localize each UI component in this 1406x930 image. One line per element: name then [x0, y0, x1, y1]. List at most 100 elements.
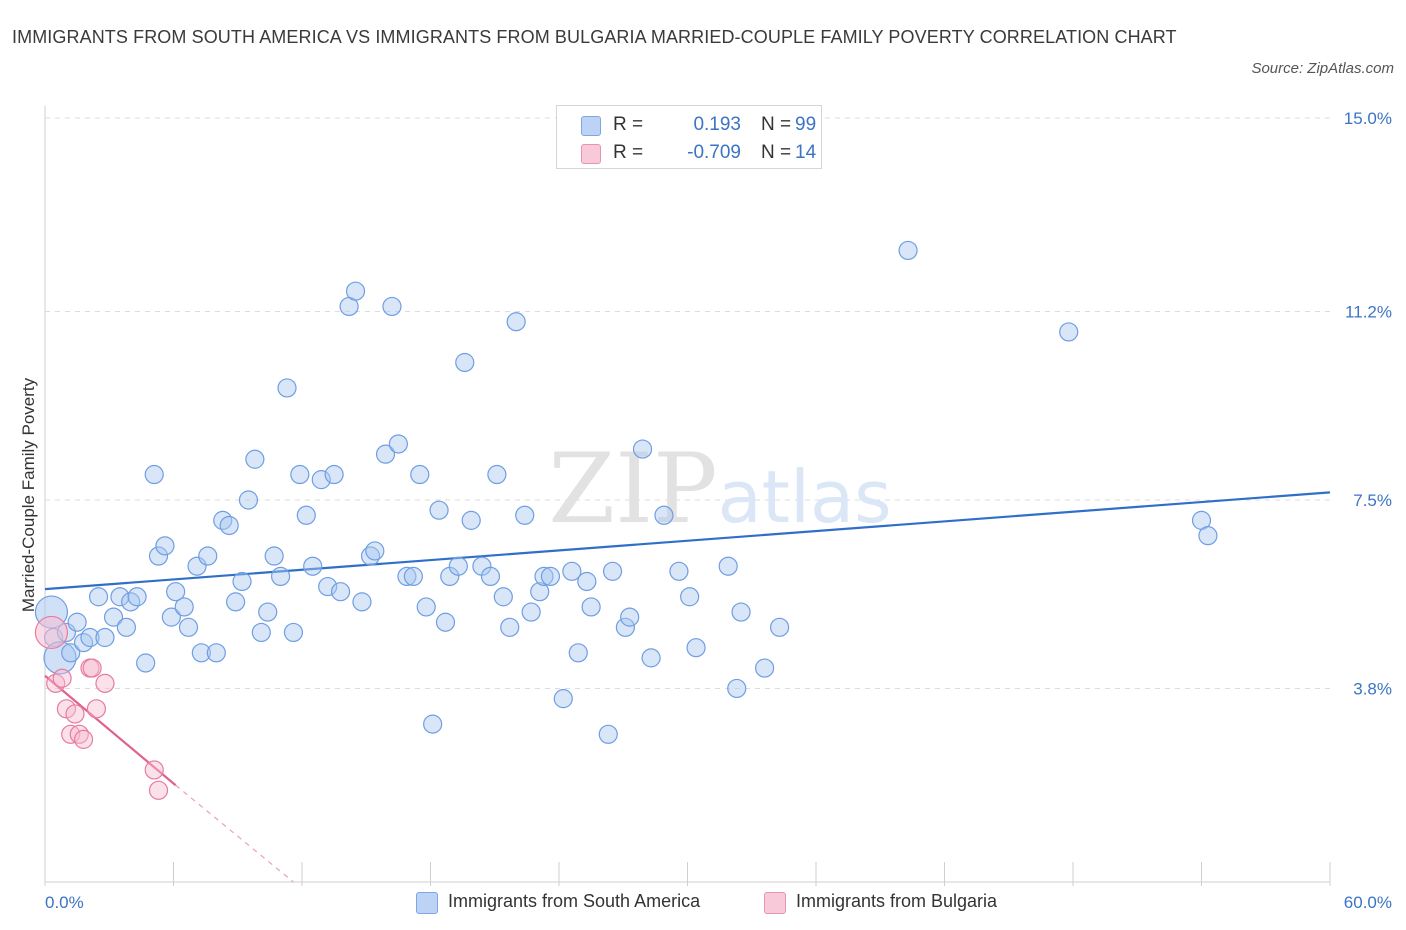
point-south-america	[562, 561, 582, 581]
point-bulgaria	[144, 760, 164, 780]
point-south-america	[226, 592, 246, 612]
point-south-america	[1059, 322, 1079, 342]
legend-n-value: 99	[795, 114, 817, 135]
legend-swatch-south-america	[581, 116, 601, 136]
point-south-america	[174, 597, 194, 617]
point-south-america	[219, 515, 239, 536]
point-south-america	[144, 464, 164, 485]
point-south-america	[270, 566, 291, 587]
point-south-america	[324, 464, 344, 485]
point-south-america	[251, 622, 271, 643]
point-south-america	[686, 638, 706, 658]
point-south-america	[110, 587, 130, 607]
y-tick-label: 7.5%	[1353, 491, 1392, 510]
grid-lines	[45, 117, 1330, 689]
chart-title: IMMIGRANTS FROM SOUTH AMERICA VS IMMIGRA…	[12, 27, 1177, 47]
point-south-america	[1198, 526, 1218, 546]
point-south-america	[388, 434, 408, 454]
legend-r-value: 0.193	[693, 114, 741, 135]
correlation-legend: R = 0.193 N = 99 R = -0.709 N = 14	[556, 105, 822, 169]
point-south-america	[345, 281, 366, 301]
point-south-america	[521, 602, 541, 622]
point-south-america	[727, 678, 747, 699]
point-bulgaria	[65, 704, 85, 724]
point-bulgaria	[46, 673, 66, 693]
trend-lines	[44, 491, 1331, 883]
point-south-america	[641, 648, 661, 668]
point-south-america	[568, 643, 588, 663]
point-south-america	[718, 556, 738, 576]
point-bulgaria	[82, 658, 102, 678]
point-south-america	[553, 689, 573, 709]
legend-swatch-south-america	[416, 892, 438, 914]
x-tick-label: 60.0%	[1344, 893, 1392, 912]
point-south-america	[632, 439, 653, 459]
point-south-america	[487, 464, 507, 485]
point-south-america	[303, 556, 323, 576]
x-tick-label: 0.0%	[45, 893, 84, 912]
point-south-america	[500, 617, 520, 637]
data-points	[34, 240, 1218, 800]
point-bulgaria	[73, 729, 94, 749]
point-south-america	[423, 714, 443, 734]
trend-line-extension	[175, 784, 294, 883]
point-south-america	[429, 500, 449, 520]
point-south-america	[455, 352, 475, 373]
point-south-america	[577, 571, 597, 592]
point-south-america	[95, 627, 115, 648]
point-south-america	[213, 510, 233, 530]
point-south-america	[669, 561, 689, 581]
point-south-america	[238, 490, 259, 510]
y-tick-label: 15.0%	[1344, 109, 1392, 128]
point-south-america	[602, 561, 623, 581]
y-tick-label: 3.8%	[1353, 679, 1392, 698]
watermark-zip: ZIP	[548, 433, 717, 545]
legend-swatch-bulgaria	[764, 892, 786, 914]
point-south-america	[515, 505, 535, 525]
point-south-america	[232, 571, 252, 592]
point-south-america	[352, 592, 372, 612]
point-south-america	[127, 587, 147, 607]
point-south-america	[103, 607, 124, 627]
point-south-america	[330, 582, 351, 602]
point-south-america	[121, 592, 141, 612]
watermark: ZIPatlas	[548, 433, 891, 545]
point-south-america	[598, 724, 618, 744]
point-south-america	[416, 597, 436, 617]
point-south-america	[731, 602, 751, 622]
point-south-america	[155, 536, 175, 556]
axes	[44, 106, 1331, 886]
point-south-america	[435, 612, 456, 632]
legend-label-bulgaria: Immigrants from Bulgaria	[796, 891, 998, 911]
point-south-america	[448, 556, 468, 576]
point-south-america	[318, 576, 338, 597]
point-south-america	[365, 541, 385, 561]
legend-swatch-bulgaria	[581, 144, 601, 164]
point-south-america	[382, 296, 402, 317]
point-bulgaria	[52, 668, 72, 688]
point-south-america	[769, 617, 790, 637]
chart-source: Source: ZipAtlas.com	[1251, 60, 1394, 77]
point-south-america	[581, 597, 601, 617]
point-bulgaria	[148, 780, 169, 800]
point-south-america	[410, 464, 430, 485]
point-bulgaria	[95, 673, 115, 693]
point-south-america	[264, 546, 284, 566]
point-south-america	[67, 612, 87, 632]
point-south-america	[206, 643, 226, 663]
legend-r-label: R =	[613, 114, 644, 135]
point-south-america	[136, 653, 156, 673]
point-south-america	[493, 587, 513, 607]
point-south-america	[80, 627, 100, 648]
point-south-america	[615, 617, 635, 637]
point-bulgaria	[86, 699, 107, 719]
point-south-america	[620, 607, 640, 627]
point-south-america	[754, 658, 775, 678]
point-south-america	[290, 464, 310, 485]
trend-line	[44, 674, 177, 787]
point-south-america	[311, 470, 331, 490]
point-south-america	[296, 505, 316, 525]
point-south-america	[397, 566, 417, 587]
point-south-america	[461, 510, 481, 530]
point-bulgaria	[34, 615, 69, 650]
